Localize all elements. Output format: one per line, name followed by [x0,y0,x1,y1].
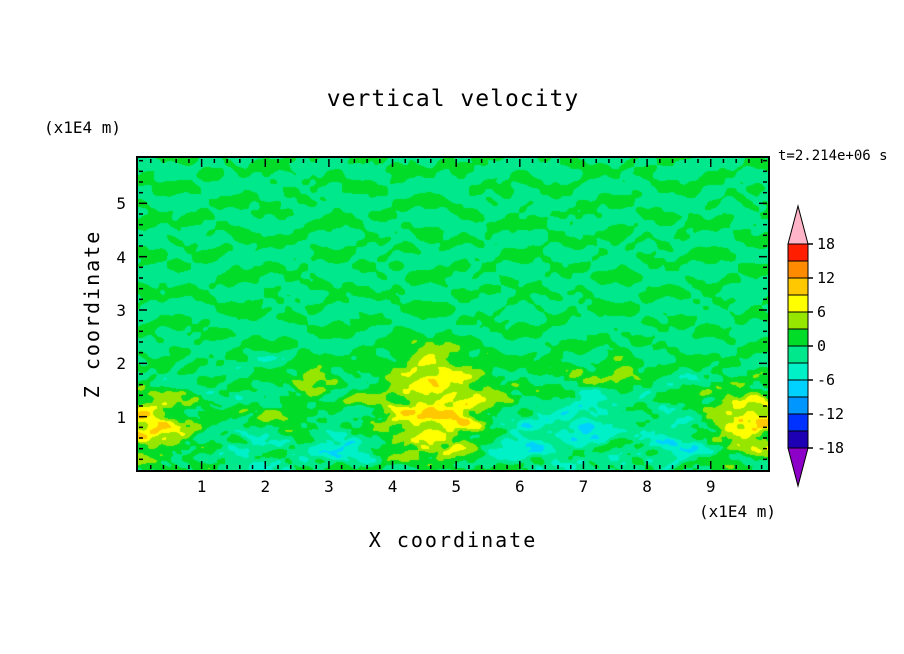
x-axis-tick-labels: 1 2 3 4 5 6 7 8 9 [0,477,904,497]
contour-field-canvas [138,158,768,470]
colorbar-under-arrow [787,447,809,488]
x-tick-label: 3 [324,477,334,496]
colorbar-tick-label: 0 [817,337,826,355]
colorbar-band [787,311,809,330]
colorbar-band [787,243,809,262]
x-tick-label: 8 [642,477,652,496]
colorbar-band [787,396,809,415]
z-tick-label: 1 [116,407,126,427]
colorbar-band [787,260,809,279]
x-tick-label: 7 [578,477,589,496]
colorbar-tick-label: 18 [817,235,835,253]
colorbar-tick-label: -18 [817,439,844,457]
colorbar-band [787,413,809,432]
z-axis-unit-label: (x1E4 m) [44,118,122,137]
x-tick-label: 1 [196,477,207,496]
colorbar-tick-label: 12 [817,269,835,287]
z-tick-label: 3 [116,301,126,320]
colorbar-band [787,294,809,313]
colorbar-tick-label: -12 [817,405,844,423]
colorbar-band [787,430,809,449]
time-annotation: t=2.214e+06 s [778,148,888,164]
colorbar-band [787,362,809,381]
x-axis-title: X coordinate [368,528,538,552]
z-axis-tick-labels: 1 2 3 4 5 [86,0,126,654]
colorbar-band [787,277,809,296]
z-tick-label: 2 [116,354,126,374]
x-tick-label: 2 [260,477,271,496]
z-tick-label: 4 [116,247,126,267]
colorbar-over-arrow [787,204,809,245]
axes-frame [136,156,770,472]
colorbar-tick-label: 6 [817,303,826,321]
plot-border [136,156,770,472]
colorbar-band [787,345,809,364]
colorbar-band [787,379,809,398]
z-tick-label: 5 [116,194,126,214]
x-tick-label: 4 [387,477,398,496]
plot-title: vertical velocity [326,86,580,112]
colorbar: 18 12 6 0 -6 -12 -18 [787,204,844,488]
x-axis-unit-label: (x1E4 m) [698,502,776,521]
colorbar-tick-label: -6 [817,371,835,389]
x-tick-label: 6 [514,477,525,496]
colorbar-band [787,328,809,347]
x-tick-label: 9 [705,477,716,496]
x-tick-label: 5 [451,477,461,496]
